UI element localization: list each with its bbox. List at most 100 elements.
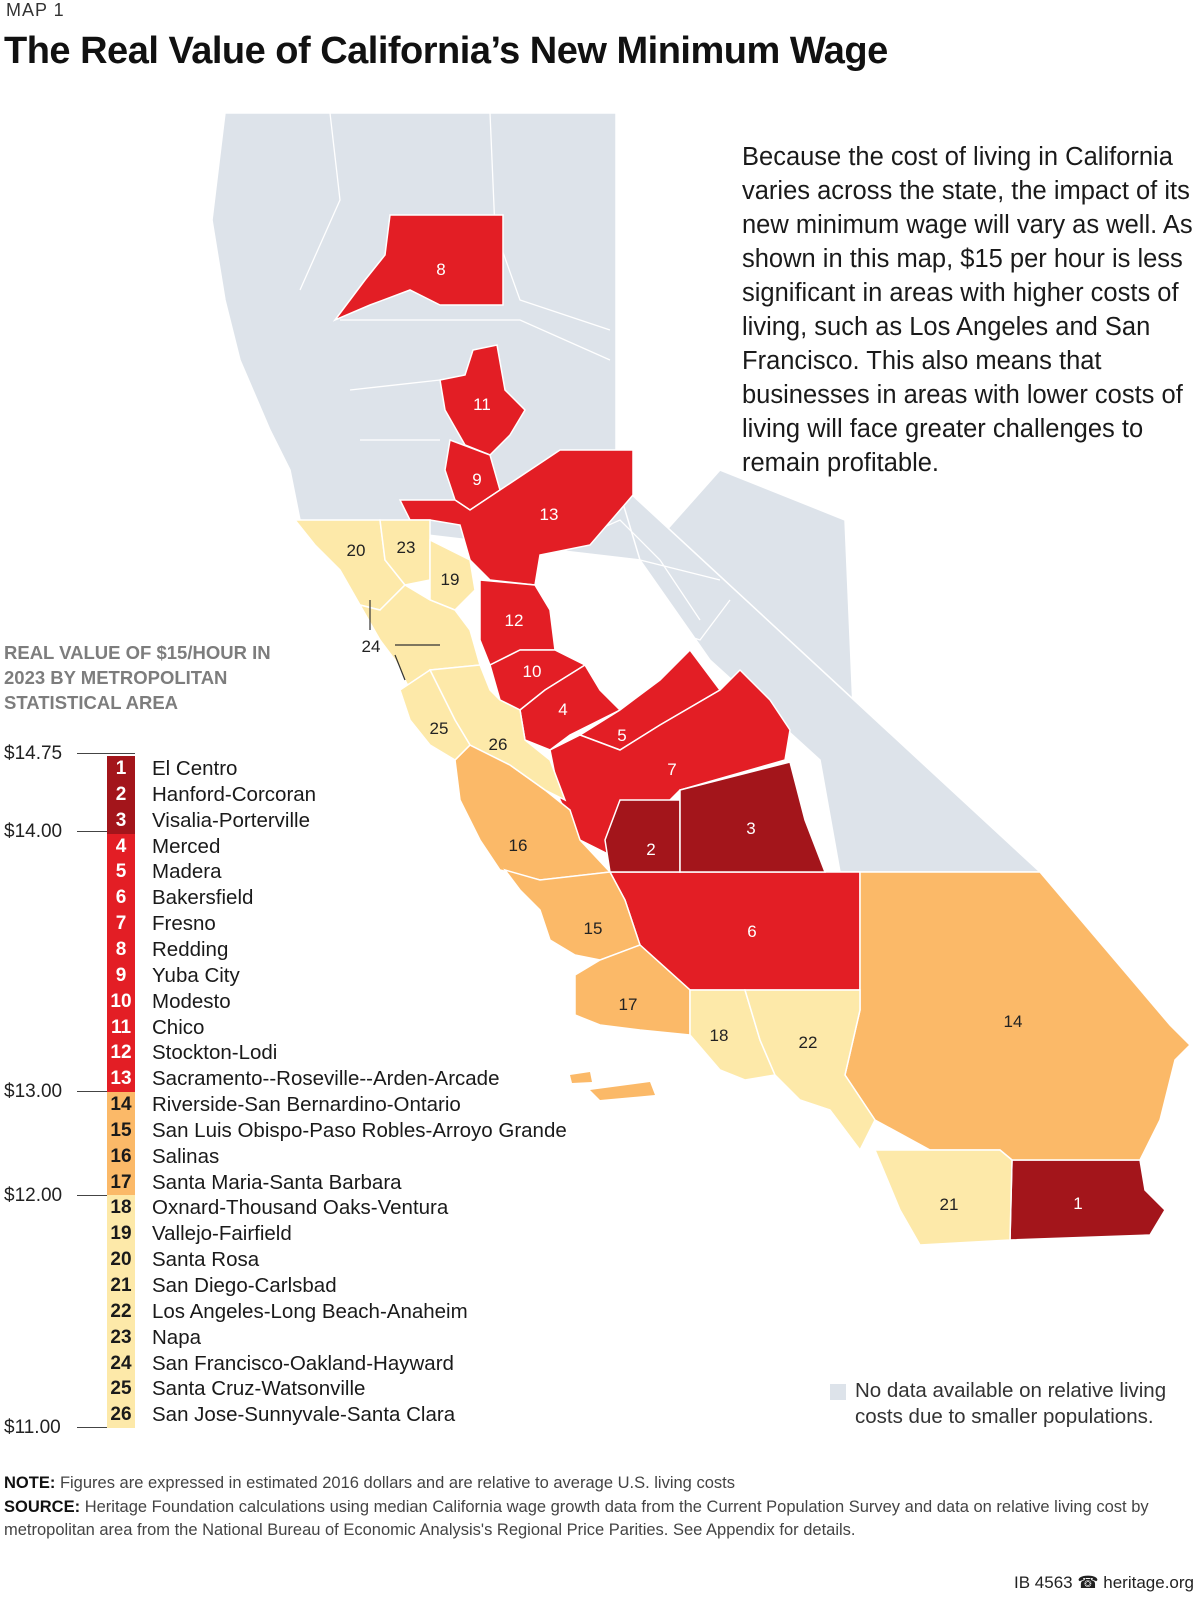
scale-tick-label: $14.00 xyxy=(4,821,63,842)
region-24 xyxy=(358,584,481,692)
region-label: 22 xyxy=(799,1033,818,1052)
footer: IB 4563 ☎ heritage.org xyxy=(1014,1573,1194,1593)
scale-tick-label: $14.75 xyxy=(4,743,63,764)
region-label: 1 xyxy=(1073,1194,1082,1213)
legend-item-name: Visalia-Porterville xyxy=(152,808,310,832)
region-label: 16 xyxy=(509,836,528,855)
scale-tick: $13.00 xyxy=(4,1081,135,1111)
region-label: 3 xyxy=(746,819,755,838)
legend-item: 12 Stockton-Lodi xyxy=(107,1040,627,1067)
legend-item: 3 Visalia-Porterville xyxy=(107,807,627,834)
region-labels: 8 11 9 13 12 10 4 5 7 3 2 6 1 14 16 15 1… xyxy=(347,260,1083,1214)
region-label: 14 xyxy=(1004,1012,1023,1031)
legend-item-number: 13 xyxy=(107,1066,135,1093)
region-label: 24 xyxy=(362,637,381,656)
note-label: NOTE: xyxy=(4,1474,56,1492)
legend-item-name: Yuba City xyxy=(152,963,240,987)
no-data-label: No data available on relative living cos… xyxy=(855,1379,1167,1428)
no-data-swatch xyxy=(830,1384,846,1400)
legend-item-name: Oxnard-Thousand Oaks-Ventura xyxy=(152,1196,449,1220)
scale-tick: $14.75 xyxy=(4,743,135,773)
note-line: NOTE: Figures are expressed in estimated… xyxy=(4,1472,1194,1496)
legend-item: 9 Yuba City xyxy=(107,962,627,989)
legend-item-name: San Diego-Carlsbad xyxy=(152,1274,337,1297)
legend-item-number: 26 xyxy=(107,1402,135,1429)
legend-item-number: 21 xyxy=(107,1273,135,1299)
region-label: 25 xyxy=(430,719,449,738)
region-3 xyxy=(679,761,827,873)
legend-item-name: El Centro xyxy=(152,757,238,780)
legend-item-name: Santa Maria-Santa Barbara xyxy=(152,1170,402,1194)
source-label: SOURCE: xyxy=(4,1497,81,1516)
legend-item: 2 Hanford-Corcoran xyxy=(107,781,627,808)
source-text: Heritage Foundation calculations using m… xyxy=(4,1497,1149,1540)
region-25 xyxy=(399,668,471,761)
scale-tick-label: $13.00 xyxy=(4,1081,63,1102)
page-title: The Real Value of California’s New Minim… xyxy=(4,30,888,72)
scale-tick-rule xyxy=(77,753,135,754)
legend-item-number: 4 xyxy=(107,833,135,860)
legend-item: 4 Merced xyxy=(107,833,627,860)
scale-tick-rule xyxy=(77,1091,135,1092)
legend-item: 17 Santa Maria-Santa Barbara xyxy=(107,1169,627,1196)
scale-tick-rule xyxy=(77,1195,135,1196)
region-label: 19 xyxy=(441,570,460,589)
bell-icon: ☎ xyxy=(1077,1573,1099,1592)
legend-item-name: San Luis Obispo-Paso Robles-Arroyo Grand… xyxy=(152,1118,567,1142)
region-label: 15 xyxy=(584,919,603,938)
legend-item: 14 Riverside-San Bernardino-Ontario xyxy=(107,1092,627,1119)
region-label: 23 xyxy=(397,538,416,557)
legend-item-number: 15 xyxy=(107,1117,135,1144)
legend-item: 24 San Francisco-Oakland-Hayward xyxy=(107,1350,627,1377)
region-label: 18 xyxy=(710,1026,729,1045)
region-label: 10 xyxy=(523,662,542,681)
legend-item-number: 9 xyxy=(107,962,135,989)
legend-item-number: 16 xyxy=(107,1143,135,1170)
map-description: Because the cost of living in California… xyxy=(742,143,1193,477)
legend-item: 8 Redding xyxy=(107,936,627,963)
legend-item-name: Salinas xyxy=(152,1144,220,1168)
legend-item-number: 23 xyxy=(107,1324,135,1351)
region-label: 6 xyxy=(747,922,756,941)
region-label: 13 xyxy=(540,505,559,524)
region-label: 11 xyxy=(473,395,491,414)
legend-item-number: 8 xyxy=(107,936,135,963)
legend-item: 16 Salinas xyxy=(107,1143,627,1170)
legend-item-name: Bakersfield xyxy=(152,886,254,910)
region-label: 8 xyxy=(436,260,445,279)
legend-item-number: 5 xyxy=(107,859,135,886)
map-eyebrow: MAP 1 xyxy=(6,0,65,20)
legend-item: 13 Sacramento--Roseville--Arden-Arcade xyxy=(107,1066,627,1093)
legend-item-number: 24 xyxy=(107,1350,135,1377)
legend-item-number: 20 xyxy=(107,1247,135,1274)
legend-item-name: Stockton-Lodi xyxy=(152,1041,278,1065)
legend-item: 25 Santa Cruz-Watsonville xyxy=(107,1376,627,1403)
legend-item: 6 Bakersfield xyxy=(107,885,627,912)
legend-item-name: Modesto xyxy=(152,989,231,1013)
legend-item-name: Vallejo-Fairfield xyxy=(152,1222,292,1246)
legend-item: 5 Madera xyxy=(107,859,627,886)
legend-item-name: San Francisco-Oakland-Hayward xyxy=(152,1351,454,1375)
legend-item-number: 1 xyxy=(107,756,135,782)
legend-item-number: 11 xyxy=(107,1014,135,1041)
legend-item-number: 18 xyxy=(107,1195,135,1222)
scale-tick-label: $12.00 xyxy=(4,1185,63,1206)
region-label: 2 xyxy=(646,840,655,859)
scale-tick-rule xyxy=(77,831,135,832)
legend-item-number: 7 xyxy=(107,911,135,938)
legend-item: 23 Napa xyxy=(107,1324,627,1351)
label-24-leaders xyxy=(369,600,440,681)
legend-item-number: 17 xyxy=(107,1169,135,1196)
region-1 xyxy=(1009,1159,1166,1241)
legend-item-name: Madera xyxy=(152,860,222,884)
legend-item-number: 10 xyxy=(107,988,135,1015)
notes: NOTE: Figures are expressed in estimated… xyxy=(4,1472,1194,1543)
region-8 xyxy=(332,214,504,322)
legend-item: 18 Oxnard-Thousand Oaks-Ventura xyxy=(107,1195,627,1222)
legend-item-name: Riverside-San Bernardino-Ontario xyxy=(152,1093,461,1117)
legend-item: 7 Fresno xyxy=(107,911,627,938)
legend-item-number: 3 xyxy=(107,807,135,834)
region-label: 5 xyxy=(617,726,626,745)
legend-item: 26 San Jose-Sunnyvale-Santa Clara xyxy=(107,1402,627,1429)
legend-item-name: Napa xyxy=(152,1325,202,1349)
